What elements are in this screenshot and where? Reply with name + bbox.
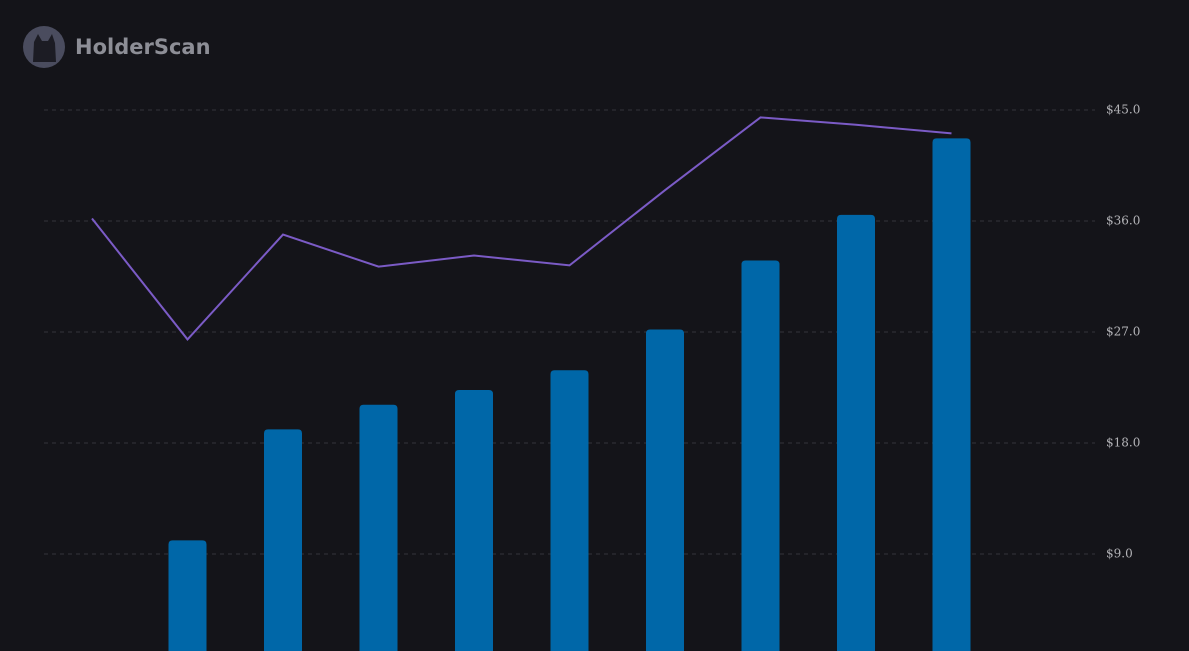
brand-name: HolderScan <box>75 35 211 59</box>
y-tick-label: $36.0 <box>1106 214 1140 228</box>
y-tick-label: $27.0 <box>1106 325 1140 339</box>
bar <box>359 404 398 651</box>
y-tick-label: $45.0 <box>1106 103 1140 117</box>
y-tick-label: $18.0 <box>1106 436 1140 450</box>
bar <box>741 260 780 651</box>
bar <box>837 214 875 651</box>
logo-cat <box>33 34 56 62</box>
bar <box>550 370 589 651</box>
bar <box>932 138 971 651</box>
line <box>91 116 952 341</box>
y-tick-label: $9.0 <box>1106 547 1133 561</box>
bar <box>264 429 302 651</box>
bar <box>455 389 493 651</box>
bar <box>168 540 207 651</box>
logo[interactable]: HolderScan <box>23 26 211 68</box>
bar <box>646 329 684 651</box>
